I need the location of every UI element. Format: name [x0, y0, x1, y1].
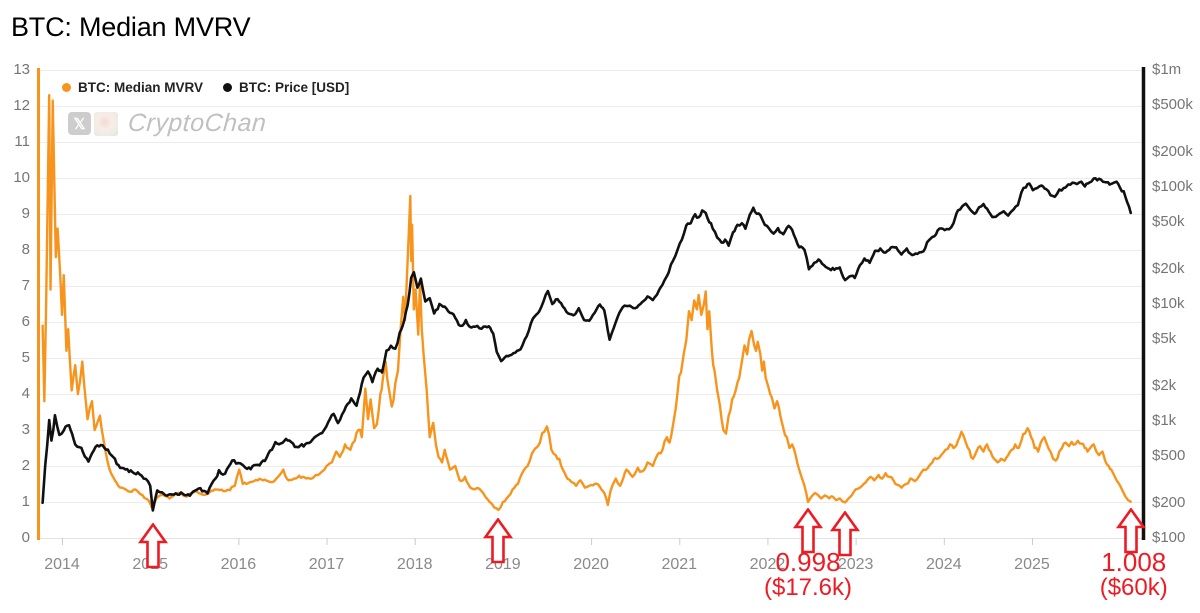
annotation-value: 1.008: [1101, 547, 1167, 577]
y-left-tick-label: 8: [21, 241, 30, 258]
y-right-tick-label: $20k: [1152, 259, 1185, 277]
y-left-tick-label: 7: [21, 277, 30, 294]
annotation-arrow-up-icon: [1115, 507, 1146, 554]
x-tick-label: 2025: [1014, 556, 1050, 573]
x-logo-icon: 𝕏: [68, 112, 91, 135]
x-tick-label: 2017: [308, 556, 345, 573]
y-left-tick-label: 13: [13, 61, 30, 78]
legend-item-price[interactable]: BTC: Price [USD]: [223, 80, 349, 95]
annotation-arrow-up-icon: [137, 523, 168, 569]
annotation-arrow-up-icon: [792, 508, 824, 554]
watermark-text: CryptoChan: [127, 109, 268, 137]
x-tick-label: 2018: [396, 556, 433, 573]
x-tick-label: 2023: [837, 556, 874, 573]
annotation-arrow-up-icon: [483, 517, 514, 564]
y-left-tick-label: 2: [21, 457, 30, 474]
y-right-tick-label: $100: [1152, 529, 1186, 546]
y-left-tick-label: 3: [21, 421, 30, 438]
legend-item-mvrv[interactable]: BTC: Median MVRV: [62, 80, 203, 95]
y-right-tick-label: $100k: [1152, 178, 1193, 195]
y-right-tick-label: $500k: [1152, 96, 1193, 114]
y-left-tick-label: 0: [21, 529, 30, 546]
y-right-tick-label: $200: [1152, 493, 1186, 511]
annotation-label: 1.008 ($60k): [1100, 549, 1168, 601]
y-left-tick-label: 1: [21, 493, 30, 510]
y-right-tick-label: $10k: [1152, 295, 1185, 312]
y-right-tick-label: $5k: [1152, 330, 1177, 348]
y-left-tick-label: 6: [21, 313, 30, 330]
y-right-tick-label: $50k: [1152, 213, 1185, 231]
legend-label-mvrv: BTC: Median MVRV: [78, 80, 204, 95]
legend-marker-price-icon: [223, 83, 233, 92]
annotation-label: 0.998 ($17.6k): [764, 549, 852, 601]
annotation-price: ($17.6k): [763, 574, 853, 601]
annotation-arrow-up-icon: [830, 511, 861, 557]
y-left-tick-label: 4: [21, 385, 30, 402]
y-right-tick-label: $500: [1152, 447, 1186, 465]
x-tick-label: 2020: [573, 556, 609, 573]
y-left-tick-label: 11: [14, 133, 30, 150]
y-right-tick-label: $1m: [1152, 61, 1182, 78]
x-tick-label: 2014: [44, 556, 80, 573]
x-tick-label: 2016: [220, 556, 257, 573]
legend-label-price: BTC: Price [USD]: [239, 80, 350, 95]
x-tick-label: 2024: [926, 556, 962, 573]
annotation-value: 0.998: [775, 547, 841, 577]
y-left-tick-label: 5: [21, 349, 30, 366]
watermark-avatar: [94, 111, 118, 136]
y-right-tick-label: $200k: [1152, 142, 1193, 160]
y-left-tick-label: 10: [13, 169, 30, 186]
annotation-price: ($60k): [1099, 574, 1168, 601]
watermark: 𝕏 CryptoChan: [68, 109, 268, 138]
y-right-tick-label: $1k: [1152, 412, 1177, 429]
x-tick-label: 2021: [661, 556, 698, 573]
y-right-tick-label: $2k: [1152, 376, 1177, 394]
chart-title: BTC: Median MVRV: [11, 12, 251, 42]
y-left-tick-label: 12: [13, 97, 30, 114]
legend-marker-mvrv-icon: [62, 83, 71, 92]
legend: BTC: Median MVRV BTC: Price [USD]: [62, 80, 349, 95]
y-left-tick-label: 9: [21, 205, 30, 222]
x-tick-label: 2022: [749, 556, 786, 573]
